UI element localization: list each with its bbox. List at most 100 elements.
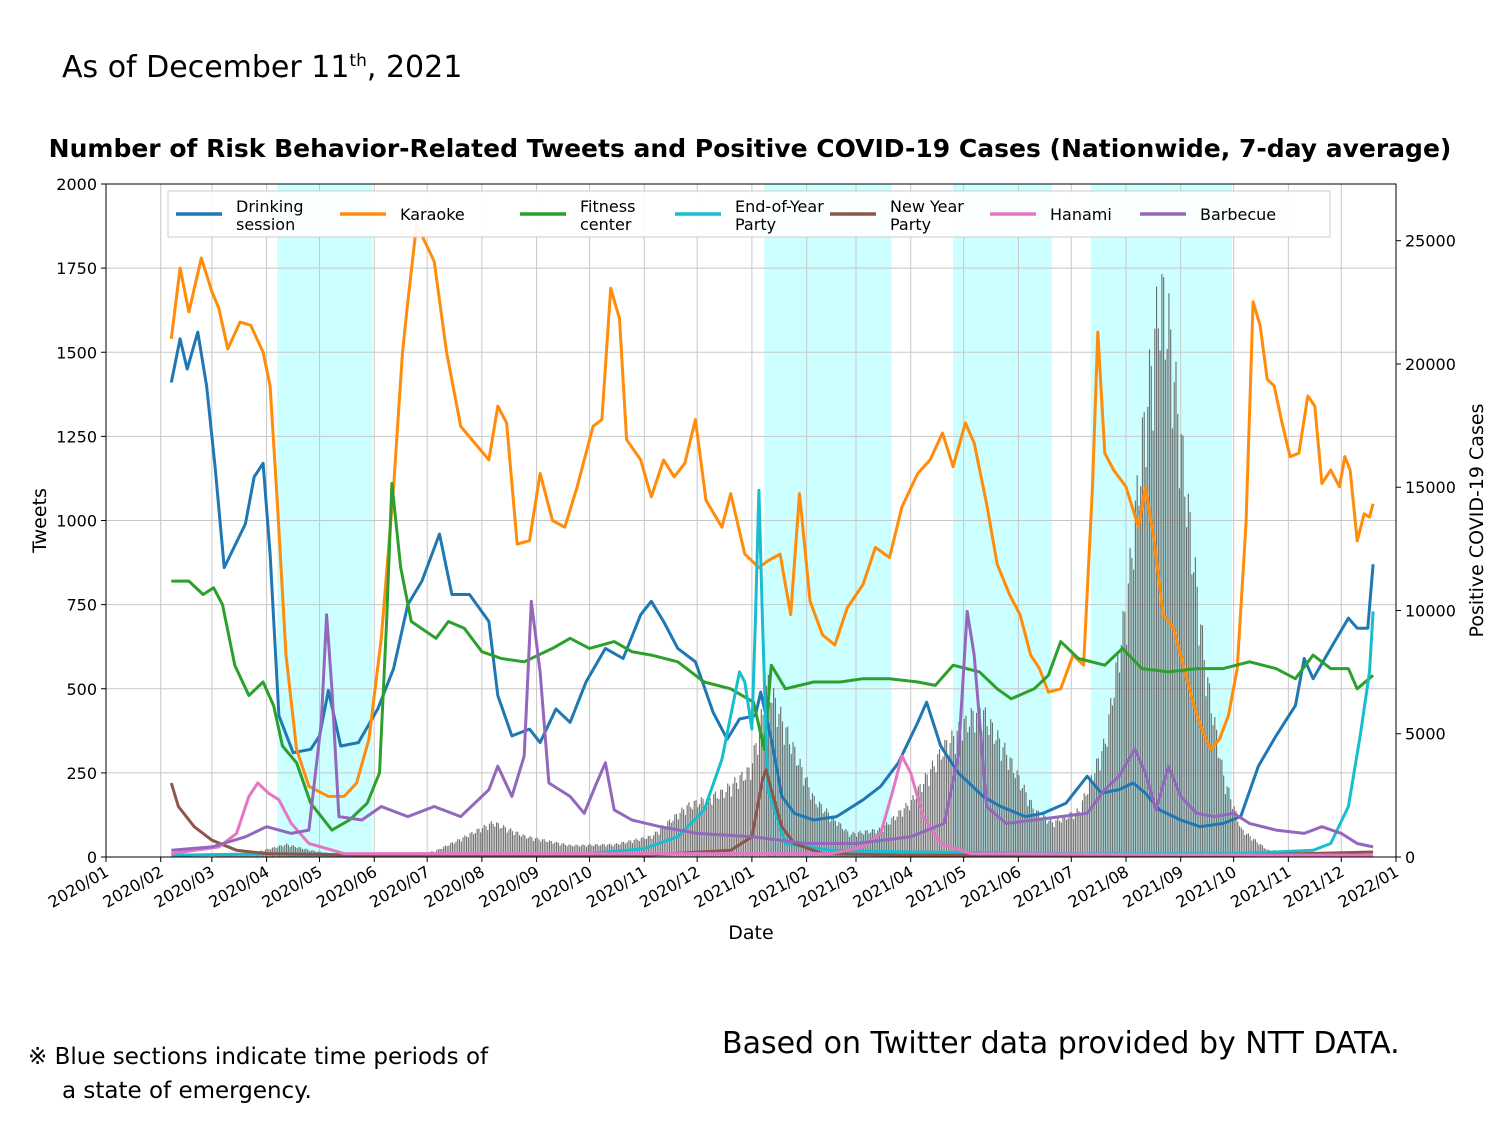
y-tick-label: 0	[87, 848, 97, 867]
case-bar	[1201, 625, 1204, 857]
case-bar	[965, 715, 967, 857]
case-bar	[476, 828, 478, 857]
case-bar	[683, 809, 685, 857]
case-bar	[919, 784, 921, 857]
case-bar	[676, 813, 678, 857]
case-bar	[591, 845, 593, 857]
case-bar	[273, 846, 275, 857]
case-bar	[651, 838, 653, 857]
case-bar	[868, 833, 870, 857]
case-bar	[1205, 696, 1207, 857]
case-bar	[282, 846, 284, 857]
case-bar	[824, 811, 826, 857]
case-bar	[451, 842, 454, 857]
case-bar	[898, 810, 900, 857]
case-bar	[1101, 751, 1103, 857]
case-bar	[1013, 773, 1015, 857]
case-bar	[1080, 813, 1082, 857]
series-lines	[169, 222, 1375, 857]
case-bar	[545, 841, 547, 857]
case-bar	[1253, 838, 1255, 857]
case-bar	[1115, 662, 1117, 857]
case-bar	[1147, 406, 1149, 857]
case-bar	[1090, 774, 1092, 857]
case-bar	[921, 792, 923, 857]
case-bar	[448, 845, 450, 857]
legend-label: center	[580, 215, 632, 234]
case-bar	[750, 779, 752, 857]
case-bar	[1196, 586, 1198, 857]
case-bar	[1126, 644, 1128, 857]
case-bar	[1066, 819, 1068, 857]
case-bar	[1216, 729, 1218, 857]
case-bar	[494, 826, 496, 857]
case-bar	[1134, 500, 1136, 857]
case-bar	[1191, 574, 1193, 857]
case-bar	[1039, 817, 1041, 857]
as-of-suffix: , 2021	[366, 50, 463, 85]
case-bar	[725, 792, 727, 857]
x-tick-label: 2021/07	[1010, 862, 1077, 912]
case-bar	[896, 816, 898, 857]
case-bar	[278, 845, 281, 857]
case-bar	[556, 841, 558, 857]
case-bar	[1087, 794, 1089, 857]
case-bar	[554, 842, 556, 857]
case-bar	[1044, 816, 1046, 857]
case-bar	[464, 835, 466, 857]
case-bar	[1120, 645, 1122, 857]
case-bar	[1046, 823, 1048, 857]
legend-label: Barbecue	[1200, 205, 1276, 224]
case-bar	[933, 766, 935, 857]
case-bar	[1113, 697, 1115, 857]
case-bar	[788, 744, 791, 857]
note-symbol: ※	[28, 1044, 48, 1070]
data-credit: Based on Twitter data provided by NTT DA…	[722, 1026, 1400, 1061]
case-bar	[487, 829, 489, 857]
case-bar	[938, 749, 941, 857]
case-bar	[711, 804, 713, 857]
case-bar	[1189, 511, 1191, 857]
case-bar	[736, 782, 738, 857]
case-bar	[677, 819, 679, 857]
case-bar	[510, 828, 512, 857]
case-bar	[684, 815, 686, 857]
case-bar	[928, 786, 930, 857]
case-bar	[840, 823, 842, 857]
case-bar	[923, 783, 925, 857]
case-bar	[993, 743, 995, 857]
case-bar	[496, 822, 498, 857]
case-bar	[882, 831, 884, 857]
case-bar	[1097, 758, 1099, 857]
case-bar	[997, 730, 999, 857]
case-bar	[1246, 833, 1248, 857]
case-bar	[1187, 493, 1189, 857]
legend-label: Hanami	[1050, 205, 1112, 224]
case-bar	[577, 844, 579, 857]
case-bar	[548, 840, 551, 857]
case-bar	[1254, 839, 1256, 857]
case-bar	[601, 843, 604, 857]
series-line	[171, 488, 1375, 857]
case-bar	[284, 845, 286, 857]
case-bar	[1099, 770, 1101, 857]
case-bar	[916, 798, 918, 857]
case-bar	[954, 753, 956, 857]
case-bar	[1034, 816, 1036, 857]
case-bar	[774, 697, 776, 857]
case-bar	[566, 846, 568, 857]
case-bar	[589, 844, 591, 857]
case-bar	[226, 855, 228, 857]
case-bar	[550, 840, 552, 857]
case-bar	[220, 855, 222, 857]
case-bar	[912, 795, 914, 857]
case-bar	[520, 836, 522, 857]
case-bar	[1203, 659, 1205, 857]
case-bar	[1173, 382, 1175, 857]
case-bar	[1164, 359, 1166, 857]
case-bar	[1148, 349, 1151, 857]
case-bar	[1177, 413, 1179, 857]
case-bar	[571, 846, 574, 857]
case-bar	[575, 844, 577, 857]
case-bar	[658, 834, 660, 857]
